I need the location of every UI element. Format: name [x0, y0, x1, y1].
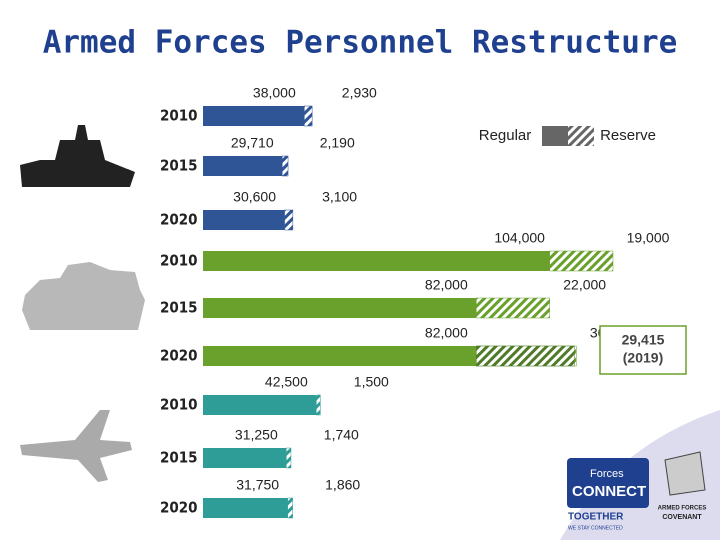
logo-text: Forces: [590, 468, 624, 480]
logo-text: WE STAY CONNECTED: [568, 525, 623, 531]
value-label: 29,710: [231, 135, 274, 151]
regular-bar: [203, 298, 477, 318]
value-label: 19,000: [627, 230, 670, 246]
y-tick-label: 2020: [160, 347, 198, 365]
value-label: 30,600: [233, 189, 276, 205]
value-label: 2,930: [342, 85, 377, 101]
value-label: 2,190: [320, 135, 355, 151]
logo-text: CONNECT: [572, 483, 646, 500]
regular-bar: [203, 251, 550, 271]
value-label: 42,500: [265, 374, 308, 390]
logo-text: TOGETHER: [568, 512, 624, 523]
value-label: 22,000: [563, 277, 606, 293]
y-tick-label: 2010: [160, 252, 198, 270]
reserve-bar: [284, 209, 294, 231]
regular-bar: [203, 106, 305, 126]
reserve-bar: [281, 155, 289, 177]
legend-swatch: [542, 126, 568, 146]
value-label: 82,000: [425, 277, 468, 293]
regular-bar: [203, 498, 288, 518]
annotation-mark: [476, 345, 575, 367]
reserve-bar: [476, 297, 550, 319]
y-tick-label: 2020: [160, 211, 198, 229]
y-tick-label: 2010: [160, 107, 198, 125]
regular-bar: [203, 156, 283, 176]
reserve-bar: [287, 497, 293, 519]
regular-bar: [203, 346, 477, 366]
annotation-note: (2019): [623, 350, 663, 366]
reserve-bar: [316, 394, 321, 416]
value-label: 1,740: [324, 427, 359, 443]
value-label: 31,250: [235, 427, 278, 443]
value-label: 31,750: [236, 477, 279, 493]
title: Armed Forces Personnel Restructure: [43, 25, 678, 61]
logo-text: COVENANT: [662, 514, 702, 521]
y-tick-label: 2010: [160, 396, 198, 414]
regular-bar: [203, 395, 317, 415]
annotation-box: [599, 325, 687, 375]
legend-label: Regular: [479, 127, 532, 144]
annotation: 29,415 (2019): [476, 325, 687, 375]
y-tick-label: 2015: [160, 449, 198, 467]
jet-icon: [20, 410, 132, 482]
reserve-bar: [304, 105, 313, 127]
value-label: 1,500: [354, 374, 389, 390]
value-label: 3,100: [322, 189, 357, 205]
covenant-emblem: [664, 451, 706, 496]
value-label: 38,000: [253, 85, 296, 101]
value-label: 82,000: [425, 325, 468, 341]
regular-bar: [203, 210, 285, 230]
ship-icon: [20, 125, 135, 187]
value-label: 1,860: [325, 477, 360, 493]
logo-text: ARMED FORCES: [658, 506, 707, 512]
y-tick-label: 2015: [160, 157, 198, 175]
reserve-bar: [549, 250, 614, 272]
y-tick-label: 2020: [160, 499, 198, 517]
legend-label: Reserve: [600, 127, 656, 144]
y-tick-label: 2015: [160, 299, 198, 317]
tank-icon: [22, 262, 145, 330]
regular-bar: [203, 448, 287, 468]
value-label: 104,000: [494, 230, 545, 246]
legend-swatch: [568, 126, 594, 146]
annotation-label: 29,415: [622, 332, 665, 348]
logo-box: [567, 458, 649, 508]
reserve-bar: [286, 447, 292, 469]
